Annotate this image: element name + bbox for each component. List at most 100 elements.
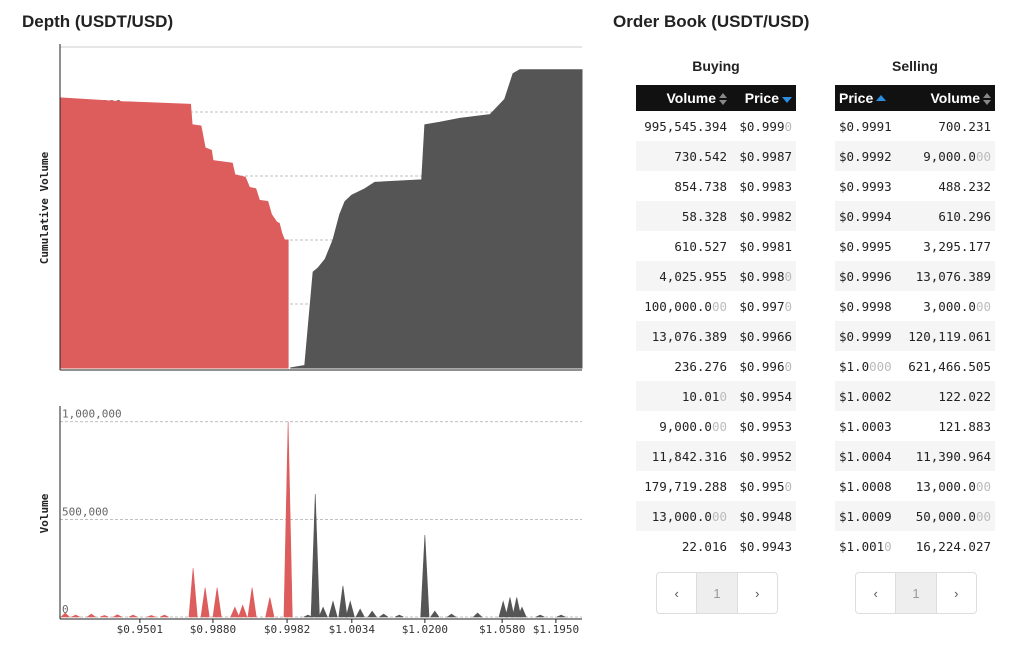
x-tick-label: $0.9982	[264, 623, 310, 636]
order-row: $1.0000 621,466.505	[835, 351, 995, 381]
cell: 50,000.000	[899, 501, 995, 531]
y-tick-label: 1,000,000	[62, 408, 122, 421]
volume-spike	[230, 606, 240, 618]
volume-spike	[367, 610, 377, 618]
next-page[interactable]: ›	[736, 573, 777, 613]
volume-spike	[100, 615, 109, 618]
sort-icon	[876, 95, 887, 102]
cell: $0.9993	[839, 178, 892, 194]
volume-spike	[472, 612, 483, 618]
order-row: $1.0010 16,224.027	[835, 531, 995, 561]
cell: $0.9995	[839, 238, 892, 254]
order-row: $1.0002 122.022	[835, 381, 995, 411]
volume-spike	[556, 614, 566, 618]
sort-icon	[983, 93, 991, 106]
volume-spike	[200, 587, 210, 618]
cell: 730.542	[636, 141, 731, 171]
cell: 13,076.389	[899, 261, 995, 291]
volume-spike	[112, 614, 123, 618]
cell: $1.0010	[839, 538, 892, 554]
volume-spike	[303, 614, 313, 618]
cell: $0.9948	[731, 501, 796, 531]
depth-area	[59, 97, 289, 369]
cell: $0.9987	[731, 141, 796, 171]
order-row: 610.527 $0.9981	[636, 231, 796, 261]
cell: $0.9950	[739, 478, 792, 494]
cell: $0.9998	[839, 298, 892, 314]
y-tick-label: 0	[62, 603, 69, 616]
volume-spike	[446, 613, 457, 618]
cell: 610.527	[674, 238, 727, 254]
order-row: $0.9998 3,000.000	[835, 291, 995, 321]
y-tick-label: 500,000	[62, 505, 108, 518]
x-tick-label: $1.0580	[479, 623, 525, 636]
y-axis-label: Cumulative Volume	[38, 151, 51, 264]
volume-spike	[394, 614, 404, 618]
sort-icon	[719, 93, 727, 106]
order-row: $0.9994 610.296	[835, 201, 995, 231]
order-row: $1.0009 50,000.000	[835, 501, 995, 531]
order-row: $1.0008 13,000.000	[835, 471, 995, 501]
cell: 488.232	[938, 178, 991, 194]
order-row: 179,719.288 $0.9950	[636, 471, 796, 501]
column-header: Volume	[930, 90, 980, 106]
sort-header[interactable]: Price	[731, 85, 796, 111]
pagination: ‹ 1 ›	[855, 572, 977, 614]
sort-header[interactable]: Price	[835, 85, 900, 111]
sort-header[interactable]: Volume	[636, 85, 731, 111]
cell: 121.883	[938, 418, 991, 434]
order-row: 13,076.389 $0.9966	[636, 321, 796, 351]
volume-spike	[378, 613, 389, 618]
page-number[interactable]: 1	[696, 573, 737, 613]
prev-page[interactable]: ‹	[873, 585, 878, 601]
cell: 100,000.000	[644, 298, 727, 314]
cell: 236.276	[674, 358, 727, 374]
cell: $0.9966	[731, 321, 796, 351]
cell: 120,119.061	[899, 321, 995, 351]
cell: 122.022	[899, 381, 995, 411]
prev-page[interactable]: ‹	[674, 585, 679, 601]
order-row: 730.542 $0.9987	[636, 141, 796, 171]
cell: $0.9990	[739, 118, 792, 134]
cell: 9,000.000	[659, 418, 727, 434]
cell: 610.296	[899, 201, 995, 231]
order-row: $0.9995 3,295.177	[835, 231, 995, 261]
y-axis-label: Volume	[38, 493, 51, 533]
sort-icon	[782, 97, 792, 104]
volume-spike	[212, 587, 222, 618]
x-tick-label: $1.0200	[402, 623, 448, 636]
volume-spike	[265, 597, 275, 618]
buying-table: Volume Price 995,545.394 $0.9990 730.542 $0…	[636, 85, 796, 561]
volume-spike	[318, 606, 328, 618]
cell: 13,000.000	[636, 501, 731, 531]
cell: 621,466.505	[908, 358, 991, 374]
cell: 10.010	[636, 381, 731, 411]
cell: 179,719.288	[644, 478, 727, 494]
x-tick-label: $0.9501	[117, 623, 163, 636]
order-row: 236.276 $0.9960	[636, 351, 796, 381]
cell: 3,000.000	[923, 298, 991, 314]
page-number[interactable]: 1	[895, 573, 936, 613]
order-row: 100,000.000 $0.9970	[636, 291, 796, 321]
cell: $0.9999	[835, 321, 900, 351]
depth-charts: 0500,0001,000,0001,500,0002,000,000Cumul…	[38, 44, 583, 636]
cell: 4,025.955	[636, 261, 731, 291]
cell: $0.9960	[739, 358, 792, 374]
volume-spike	[430, 610, 440, 618]
volume-spike	[355, 608, 365, 618]
next-page[interactable]: ›	[935, 573, 976, 613]
cell: $0.9953	[739, 418, 792, 434]
volume-spike	[535, 614, 545, 618]
order-row: 22.016 $0.9943	[636, 531, 796, 561]
cell: $0.9982	[731, 201, 796, 231]
cell: 13,076.389	[636, 321, 731, 351]
order-row: 13,000.000 $0.9948	[636, 501, 796, 531]
order-row: 10.010 $0.9954	[636, 381, 796, 411]
order-row: $0.9991 700.231	[835, 111, 995, 141]
cell: $0.9954	[731, 381, 796, 411]
sort-header[interactable]: Volume	[899, 85, 995, 111]
cell: $0.9996	[835, 261, 900, 291]
order-row: $0.9996 13,076.389	[835, 261, 995, 291]
cell: 854.738	[674, 178, 727, 194]
